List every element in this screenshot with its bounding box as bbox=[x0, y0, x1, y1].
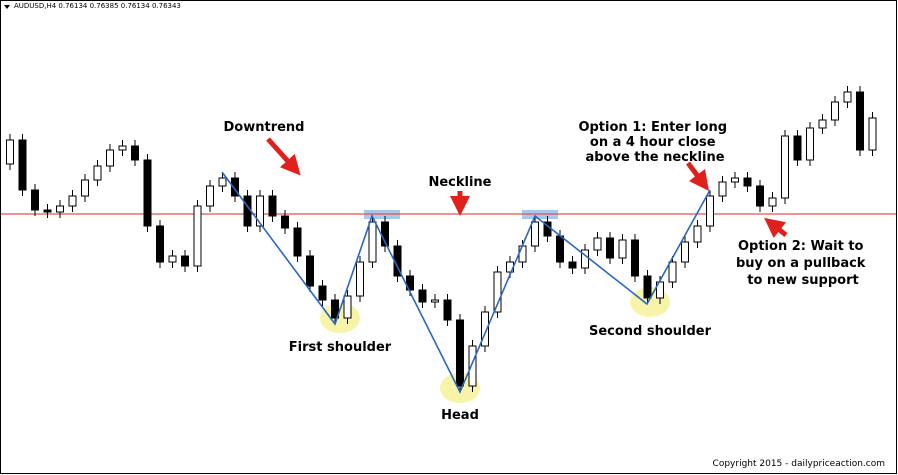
candle-body bbox=[368, 221, 377, 263]
candle-body bbox=[493, 271, 502, 313]
candle-body bbox=[631, 239, 639, 277]
candle-body bbox=[556, 235, 564, 263]
candle-body bbox=[131, 145, 139, 161]
annotation-line: Option 1: Enter long bbox=[578, 120, 727, 135]
annotation: First shoulder bbox=[289, 340, 392, 355]
annotation: Neckline bbox=[428, 175, 491, 190]
annotation-line: Option 2: Wait to bbox=[738, 239, 864, 254]
candle-body bbox=[306, 255, 314, 287]
candle-body bbox=[806, 127, 814, 161]
candle-body bbox=[193, 205, 202, 267]
candle-body bbox=[68, 195, 77, 207]
candle-body bbox=[831, 101, 839, 121]
pattern-line bbox=[221, 171, 711, 394]
annotation: Option 2: Wait to buy on a pullback to n… bbox=[736, 239, 870, 288]
candle-body bbox=[593, 237, 602, 251]
candle-body bbox=[418, 289, 427, 303]
candle-body bbox=[331, 299, 339, 319]
candle-body bbox=[343, 295, 352, 319]
candle-body bbox=[6, 139, 14, 165]
candle-body bbox=[856, 91, 864, 151]
candle-body bbox=[106, 149, 114, 167]
annotation: Head bbox=[441, 408, 479, 423]
copyright: Copyright 2015 - dailypriceaction.com bbox=[713, 459, 885, 469]
candle-body bbox=[243, 195, 252, 227]
candle-body bbox=[168, 255, 177, 263]
candle-body bbox=[518, 245, 527, 263]
candle-body bbox=[81, 179, 89, 197]
candle-body bbox=[481, 311, 489, 347]
candle-body bbox=[668, 261, 677, 283]
candle-body bbox=[218, 177, 227, 187]
annotation-line: buy on a pullback bbox=[736, 256, 866, 271]
candle-body bbox=[18, 139, 27, 191]
candle-body bbox=[618, 239, 627, 259]
candle-body bbox=[568, 261, 577, 269]
candle-body bbox=[681, 241, 689, 263]
candle-body bbox=[793, 135, 802, 161]
candle-body bbox=[718, 181, 727, 197]
candle-body bbox=[606, 237, 614, 259]
candle-body bbox=[143, 159, 152, 227]
candle-body bbox=[356, 261, 364, 297]
candle-body bbox=[406, 275, 414, 291]
candle-body bbox=[706, 195, 714, 227]
candle-body bbox=[156, 225, 164, 263]
candle-body bbox=[531, 221, 539, 247]
arrow bbox=[686, 161, 709, 191]
candle-body bbox=[293, 227, 302, 257]
candle-body bbox=[181, 255, 189, 267]
annotation: Downtrend bbox=[224, 120, 305, 135]
candle-body bbox=[693, 225, 702, 243]
candle-body bbox=[256, 195, 264, 227]
candle-body bbox=[231, 177, 239, 197]
candle-body bbox=[268, 195, 277, 217]
candle-body bbox=[468, 345, 477, 387]
candle-body bbox=[31, 189, 39, 211]
candle-body bbox=[56, 205, 64, 213]
annotation: Second shoulder bbox=[589, 324, 712, 339]
header-arrow bbox=[4, 5, 10, 9]
candle-body bbox=[731, 177, 739, 183]
candle-body bbox=[843, 91, 852, 103]
candle-body bbox=[281, 215, 289, 229]
candle-body bbox=[781, 135, 789, 199]
candle-body bbox=[643, 275, 652, 299]
chart-title: AUDUSD,H4 0.76134 0.76385 0.76134 0.7634… bbox=[14, 2, 181, 10]
candle-body bbox=[431, 299, 439, 303]
annotation: Option 1: Enter long on a 4 hour close a… bbox=[578, 120, 731, 165]
candle-body bbox=[868, 117, 877, 151]
annotation-line: above the neckline bbox=[585, 150, 724, 165]
candle-body bbox=[756, 185, 764, 207]
candle-body bbox=[318, 285, 327, 301]
candle-body bbox=[818, 119, 827, 129]
candle-body bbox=[768, 197, 777, 207]
arrow bbox=[764, 217, 788, 239]
arrow bbox=[266, 137, 301, 176]
candle-body bbox=[43, 209, 52, 213]
candle-body bbox=[206, 185, 214, 207]
candle-body bbox=[443, 299, 452, 321]
annotation-line: to new support bbox=[747, 273, 858, 288]
candles bbox=[6, 86, 877, 392]
candle-body bbox=[743, 177, 752, 187]
candle-body bbox=[93, 165, 102, 181]
annotation-line: on a 4 hour close bbox=[590, 135, 716, 150]
candle-body bbox=[456, 319, 464, 387]
arrows bbox=[266, 137, 788, 239]
candle-body bbox=[118, 145, 127, 151]
